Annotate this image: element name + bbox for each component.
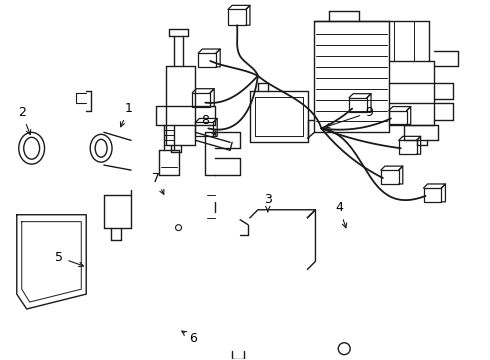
- Text: 8: 8: [201, 114, 216, 135]
- Bar: [424, 188, 441, 202]
- Bar: [228, 9, 246, 25]
- Bar: [389, 111, 407, 125]
- Bar: [399, 140, 416, 154]
- Text: 7: 7: [152, 171, 164, 194]
- Text: 1: 1: [121, 102, 133, 127]
- Bar: [196, 122, 213, 136]
- Text: 3: 3: [264, 193, 272, 212]
- Text: 5: 5: [55, 251, 83, 266]
- Bar: [349, 98, 367, 112]
- Bar: [193, 93, 210, 107]
- Text: 4: 4: [335, 201, 346, 228]
- Text: 6: 6: [182, 331, 197, 345]
- Bar: [198, 53, 216, 67]
- Text: 9: 9: [325, 106, 373, 128]
- Text: 2: 2: [18, 106, 31, 135]
- Bar: [381, 170, 399, 184]
